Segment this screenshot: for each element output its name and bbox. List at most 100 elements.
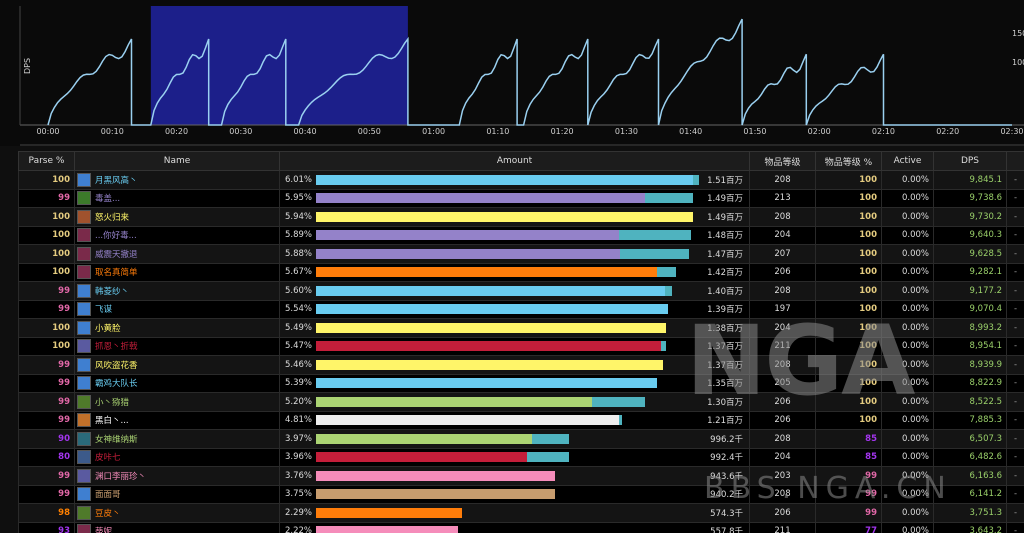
rogue-icon [77, 320, 91, 335]
player-name[interactable]: 取名真简单 [95, 268, 138, 279]
table-row[interactable]: 100 取名真简单 5.67% 1.42百万 206 100 0.00% 9,282.1- [18, 262, 1024, 282]
player-name-cell[interactable]: 面面哥 [74, 484, 280, 504]
table-row[interactable]: 80 皮咔七 3.96% 992.4千 204 85 0.00% 6,482.6- [18, 447, 1024, 467]
amount-cell: 2.29% 574.3千 [279, 503, 750, 523]
header-ilvl[interactable]: 物品等级 [749, 151, 816, 171]
table-row[interactable]: 99 飞谋 5.54% 1.39百万 197 100 0.00% 9,070.4- [18, 299, 1024, 319]
player-name[interactable]: 韩菱纱丶 [95, 286, 130, 297]
table-row[interactable]: 93 蒂妮 2.22% 557.8千 211 77 0.00% 3,643.2- [18, 521, 1024, 533]
player-name[interactable]: 蒂妮 [95, 527, 113, 533]
player-name[interactable]: 霸鸡大队长 [95, 379, 138, 390]
table-row[interactable]: 98 豆皮丶 2.29% 574.3千 206 99 0.00% 3,751.3- [18, 503, 1024, 523]
x-tick-label: 00:00 [36, 127, 59, 136]
player-name-cell[interactable]: ...你好毒... [74, 225, 280, 245]
player-name-cell[interactable]: 月黑风高丶 [74, 170, 280, 190]
amount-percent: 2.22% [284, 526, 312, 533]
player-name-cell[interactable]: 小丶猕猎 [74, 392, 280, 412]
selection-region[interactable] [150, 6, 408, 125]
dps-value: 8,822.9 [933, 373, 1007, 393]
player-name-cell[interactable]: 风吹盗花香 [74, 355, 280, 375]
amount-bar-fill [316, 174, 694, 185]
header-dps[interactable]: DPS [933, 151, 1007, 171]
table-row[interactable]: 90 女神维纳斯 3.97% 996.2千 208 85 0.00% 6,507.3- [18, 429, 1024, 449]
player-name[interactable]: ...你好毒... [95, 231, 137, 242]
item-level: 204 [749, 225, 816, 245]
player-name[interactable]: 月黑风高丶 [95, 175, 138, 186]
amount-cell: 5.20% 1.30百万 [279, 392, 750, 412]
parse-percent: 99 [18, 355, 75, 375]
player-name[interactable]: 女神维纳斯 [95, 434, 138, 445]
table-row[interactable]: 100 威震天撤退 5.88% 1.47百万 207 100 0.00% 9,628.5- [18, 244, 1024, 264]
player-name-cell[interactable]: 怒火归来 [74, 207, 280, 227]
dps-graph[interactable]: DPS 150 100 00:0000:1000:2000:3000:4000:… [0, 0, 1024, 146]
table-row[interactable]: 99 霸鸡大队长 5.39% 1.35百万 205 100 0.00% 8,822.9- [18, 373, 1024, 393]
table-row[interactable]: 99 黑白丶... 4.81% 1.21百万 206 100 0.00% 7,885.3- [18, 410, 1024, 430]
parse-percent: 80 [18, 447, 75, 467]
x-tick-label: 02:20 [936, 127, 959, 136]
dk-icon [77, 450, 91, 465]
header-name[interactable]: Name [74, 151, 280, 171]
player-name-cell[interactable]: 韩菱纱丶 [74, 281, 280, 301]
header-amount[interactable]: Amount [279, 151, 750, 171]
player-name-cell[interactable]: 霸鸡大队长 [74, 373, 280, 393]
player-name[interactable]: 小丶猕猎 [95, 397, 130, 408]
amount-cell: 5.89% 1.48百万 [279, 225, 750, 245]
player-name-cell[interactable]: 抓恩丶折戟 [74, 336, 280, 356]
dps-value: 9,640.3 [933, 225, 1007, 245]
dps-graph-svg[interactable]: DPS 150 100 00:0000:1000:2000:3000:4000:… [0, 0, 1024, 146]
parse-percent: 90 [18, 429, 75, 449]
amount-total: 1.47百万 [707, 249, 743, 260]
player-name[interactable]: 飞谋 [95, 305, 113, 316]
player-name-cell[interactable]: 女神维纳斯 [74, 429, 280, 449]
x-tick-label: 01:40 [679, 127, 702, 136]
item-level-percent: 100 [815, 299, 882, 319]
player-name-cell[interactable]: 取名真简单 [74, 262, 280, 282]
player-name[interactable]: 威震天撤退 [95, 249, 138, 260]
player-name[interactable]: 渊口李丽珍丶 [95, 471, 147, 482]
amount-cell: 5.67% 1.42百万 [279, 262, 750, 282]
header-active[interactable]: Active [881, 151, 934, 171]
table-row[interactable]: 99 小丶猕猎 5.20% 1.30百万 206 100 0.00% 8,522.5- [18, 392, 1024, 412]
table-row[interactable]: 99 面面哥 3.75% 940.2千 208 99 0.00% 6,141.2- [18, 484, 1024, 504]
player-name[interactable]: 风吹盗花香 [95, 360, 138, 371]
table-row[interactable]: 99 毒盖... 5.95% 1.49百万 213 100 0.00% 9,738.6- [18, 188, 1024, 208]
player-name[interactable]: 小黄脸 [95, 323, 121, 334]
table-row[interactable]: 100 ...你好毒... 5.89% 1.48百万 204 100 0.00% 9,640.… [18, 225, 1024, 245]
amount-bar [316, 396, 699, 407]
player-name[interactable]: 面面哥 [95, 490, 121, 501]
player-name-cell[interactable]: 毒盖... [74, 188, 280, 208]
table-row[interactable]: 100 小黄脸 5.49% 1.38百万 204 100 0.00% 8,993.2- [18, 318, 1024, 338]
table-row[interactable]: 100 抓恩丶折戟 5.47% 1.37百万 211 100 0.00% 8,954.1- [18, 336, 1024, 356]
header-parse[interactable]: Parse % [18, 151, 75, 171]
player-name-cell[interactable]: 小黄脸 [74, 318, 280, 338]
player-name-cell[interactable]: 威震天撤退 [74, 244, 280, 264]
player-name[interactable]: 皮咔七 [95, 453, 121, 464]
player-name[interactable]: 毒盖... [95, 194, 121, 205]
amount-total: 1.37百万 [707, 360, 743, 371]
item-level: 204 [749, 447, 816, 467]
dps-value: 6,141.2 [933, 484, 1007, 504]
player-name-cell[interactable]: 豆皮丶 [74, 503, 280, 523]
player-name[interactable]: 黑白丶... [95, 416, 129, 427]
player-name-cell[interactable]: 黑白丶... [74, 410, 280, 430]
header-ilvl-pct[interactable]: 物品等级 % [815, 151, 882, 171]
table-row[interactable]: 100 月黑风高丶 6.01% 1.51百万 208 100 0.00% 9,845.1- [18, 170, 1024, 190]
table-row[interactable]: 99 韩菱纱丶 5.60% 1.40百万 208 100 0.00% 9,177.2- [18, 281, 1024, 301]
parse-percent: 100 [18, 207, 75, 227]
player-name[interactable]: 豆皮丶 [95, 508, 121, 519]
player-name-cell[interactable]: 飞谋 [74, 299, 280, 319]
item-level-percent: 100 [815, 244, 882, 264]
amount-bar-fill [316, 248, 621, 259]
table-row[interactable]: 99 风吹盗花香 5.46% 1.37百万 208 100 0.00% 8,939.9- [18, 355, 1024, 375]
rogue-icon [77, 357, 91, 372]
player-name-cell[interactable]: 渊口李丽珍丶 [74, 466, 280, 486]
table-row[interactable]: 100 怒火归来 5.94% 1.49百万 208 100 0.00% 9,730.2- [18, 207, 1024, 227]
dps-value: 9,177.2 [933, 281, 1007, 301]
player-name-cell[interactable]: 蒂妮 [74, 521, 280, 533]
player-name-cell[interactable]: 皮咔七 [74, 447, 280, 467]
player-name[interactable]: 抓恩丶折戟 [95, 342, 138, 353]
table-row[interactable]: 99 渊口李丽珍丶 3.76% 943.6千 203 99 0.00% 6,163.6- [18, 466, 1024, 486]
amount-cell: 5.54% 1.39百万 [279, 299, 750, 319]
player-name[interactable]: 怒火归来 [95, 212, 130, 223]
damage-table-container[interactable]: Parse % Name Amount 物品等级 物品等级 % Active D… [18, 151, 1024, 533]
